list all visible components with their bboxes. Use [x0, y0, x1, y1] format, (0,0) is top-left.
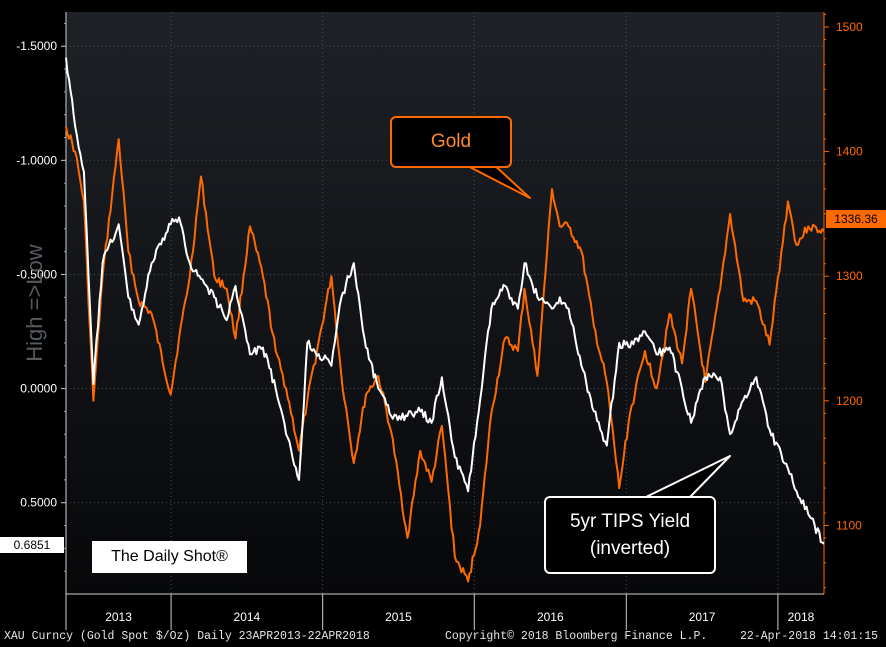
tips-callout-line2: (inverted) [589, 538, 671, 559]
right-tick-label: 1100 [836, 518, 862, 532]
left-axis-ticks: -1.5000 -1.0000 -0.5000 0.0000 0.5000 [16, 22, 66, 572]
x-tick-label: 2013 [105, 610, 132, 624]
tips-callout: 5yr TIPS Yield (inverted) [544, 496, 716, 574]
last-value-right-badge: 1336.36 [826, 210, 886, 228]
left-tick-label: -0.5000 [16, 267, 57, 281]
y-axis-label: High =>Low [22, 244, 47, 362]
gold-line [65, 126, 825, 583]
footer-copyright: Copyright© 2018 Bloomberg Finance L.P. [445, 630, 708, 643]
right-axis-ticks: 1500 1400 1300 1200 1100 [824, 13, 863, 589]
series-lines [65, 57, 825, 583]
x-tick-label: 2018 [788, 610, 815, 624]
gold-callout: Gold [390, 116, 512, 168]
x-tick-label: 2014 [234, 610, 261, 624]
last-value-left-badge: 0.6851 [0, 537, 64, 553]
right-tick-label: 1200 [836, 394, 863, 408]
tips-callout-pointer [645, 455, 731, 498]
footer-source: XAU Curncy (Gold Spot $/Oz) Daily 23APR2… [4, 630, 370, 643]
year-separators [170, 594, 779, 630]
tips-callout-line1: 5yr TIPS Yield [569, 511, 691, 532]
right-tick-label: 1300 [836, 269, 863, 283]
chart-canvas: -1.5000 -1.0000 -0.5000 0.0000 0.5000 1500 14… [16, 12, 864, 630]
left-tick-label: -1.5000 [16, 39, 57, 53]
footer: XAU Curncy (Gold Spot $/Oz) Daily 23APR2… [0, 630, 886, 647]
left-tick-label: -1.0000 [16, 153, 57, 167]
left-tick-label: 0.0000 [20, 382, 57, 396]
x-axis-ticks: 2013 2014 2015 2016 2017 2018 [105, 610, 814, 624]
tips-yield-line [65, 57, 825, 545]
left-tick-label: 0.5000 [20, 496, 57, 510]
x-tick-label: 2016 [537, 610, 564, 624]
watermark: The Daily Shot® [92, 541, 247, 573]
right-tick-label: 1500 [836, 20, 863, 34]
footer-timestamp: 22-Apr-2018 14:01:15 [740, 630, 879, 643]
right-tick-label: 1400 [836, 145, 863, 159]
x-tick-label: 2015 [385, 610, 412, 624]
gold-callout-label: Gold [430, 131, 472, 152]
x-tick-label: 2017 [689, 610, 716, 624]
gold-callout-pointer [461, 162, 531, 199]
